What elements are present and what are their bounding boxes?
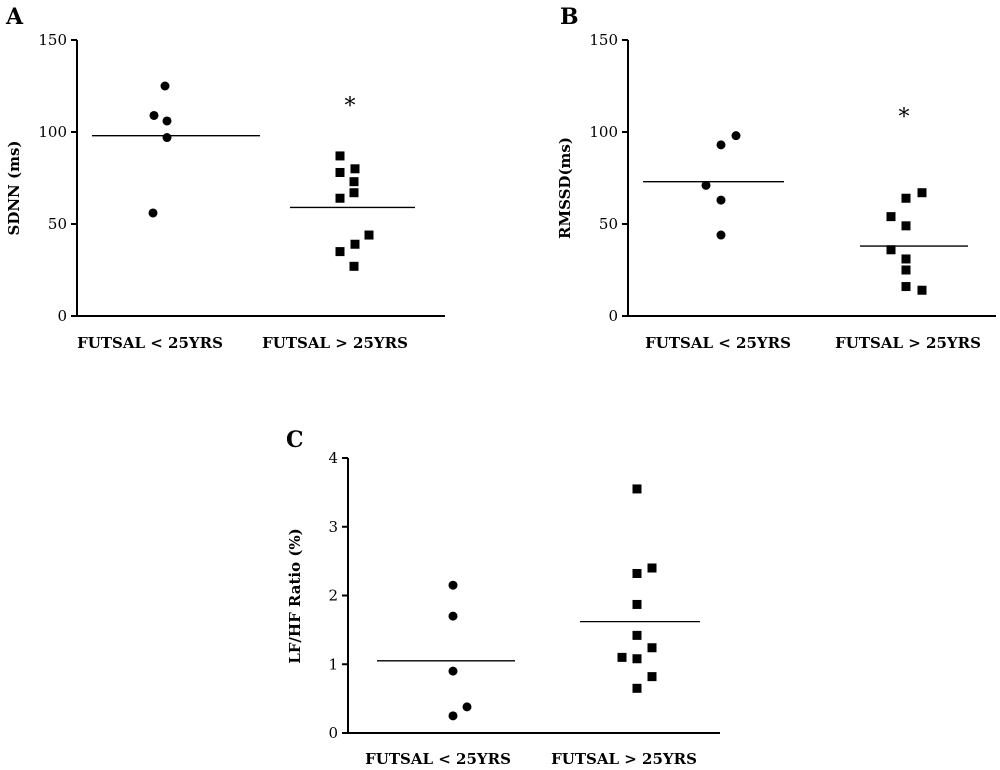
category-label-c-2: FUTSAL > 25YRS (551, 750, 697, 768)
data-point-a-1 (149, 110, 159, 120)
data-point-b-1 (716, 195, 726, 205)
y-tick-label-c: 4 (328, 449, 338, 467)
y-axis-label-a: SDNN (ms) (5, 141, 23, 236)
data-point-c-2 (632, 599, 642, 609)
data-point-c-2 (647, 563, 657, 573)
plot-c: 0 1 2 3 4 (328, 449, 720, 742)
panel-letter-b: B (560, 4, 579, 30)
data-point-c-2 (647, 672, 657, 682)
data-point-b-1 (701, 180, 711, 190)
significance-marker-a: * (345, 94, 356, 119)
plot-b: 0 50 100 150 (589, 31, 996, 325)
data-point-a-2 (349, 188, 359, 198)
panel-a: A SDNN (ms) FUTSAL < 25YRS FUTSAL > 25YR… (5, 4, 408, 352)
data-point-b-2 (901, 221, 911, 231)
data-point-a-1 (148, 208, 158, 218)
data-point-b-1 (731, 131, 741, 141)
data-point-c-2 (632, 654, 642, 664)
y-tick-label-a: 150 (38, 31, 67, 49)
data-point-b-2 (901, 193, 911, 203)
data-point-a-1 (162, 133, 172, 143)
y-tick-label-c: 3 (328, 518, 338, 536)
data-point-c-2 (632, 630, 642, 640)
y-tick-label-b: 100 (589, 123, 618, 141)
data-point-a-2 (349, 177, 359, 187)
data-point-c-1 (448, 580, 458, 590)
y-tick-label-a: 100 (38, 123, 67, 141)
panel-b: B RMSSD(ms) FUTSAL < 25YRS FUTSAL > 25YR… (556, 4, 981, 352)
y-tick-label-a: 50 (48, 215, 67, 233)
plot-a: 0 50 100 150 (38, 31, 445, 325)
data-point-c-2 (617, 652, 627, 662)
data-point-b-2 (901, 265, 911, 275)
data-point-a-2 (335, 193, 345, 203)
data-point-a-2 (350, 164, 360, 174)
category-label-a-1: FUTSAL < 25YRS (77, 334, 223, 352)
data-point-b-2 (917, 188, 927, 198)
data-point-b-2 (901, 254, 911, 264)
data-point-a-2 (364, 230, 374, 240)
y-tick-label-c: 1 (328, 655, 338, 673)
data-point-c-2 (632, 569, 642, 578)
panel-letter-c: C (286, 427, 304, 453)
data-point-a-2 (335, 247, 345, 257)
data-point-a-1 (162, 116, 172, 126)
data-point-b-2 (901, 282, 911, 292)
panel-letter-a: A (5, 4, 24, 30)
data-point-c-2 (647, 643, 657, 653)
data-point-a-2 (335, 151, 345, 161)
data-point-b-2 (886, 212, 896, 222)
data-point-c-2 (632, 484, 642, 494)
category-label-b-1: FUTSAL < 25YRS (645, 334, 791, 352)
y-tick-label-b: 0 (608, 307, 618, 325)
data-point-c-1 (448, 666, 458, 676)
data-point-c-1 (448, 611, 458, 621)
significance-marker-b: * (899, 105, 910, 130)
y-tick-label-b: 150 (589, 31, 618, 49)
category-label-c-1: FUTSAL < 25YRS (365, 750, 511, 768)
y-tick-label-b: 50 (599, 215, 618, 233)
data-point-c-2 (632, 683, 642, 693)
category-label-a-2: FUTSAL > 25YRS (262, 334, 408, 352)
panel-c: C LF/HF Ratio (%) FUTSAL < 25YRS FUTSAL … (286, 427, 697, 768)
data-point-a-2 (335, 167, 345, 177)
data-point-c-1 (462, 702, 472, 712)
data-point-c-1 (448, 711, 458, 721)
y-tick-label-c: 0 (328, 724, 338, 742)
y-axis-label-c: LF/HF Ratio (%) (286, 528, 304, 664)
y-tick-label-a: 0 (57, 307, 67, 325)
data-point-b-1 (716, 140, 726, 150)
data-point-a-1 (160, 81, 170, 91)
data-point-b-2 (917, 285, 927, 295)
category-label-b-2: FUTSAL > 25YRS (835, 334, 981, 352)
y-axis-label-b: RMSSD(ms) (556, 137, 574, 239)
y-tick-label-c: 2 (328, 587, 338, 605)
data-point-a-2 (349, 261, 359, 271)
data-point-b-2 (886, 245, 896, 255)
data-point-b-1 (716, 230, 726, 240)
data-point-a-2 (350, 239, 360, 249)
